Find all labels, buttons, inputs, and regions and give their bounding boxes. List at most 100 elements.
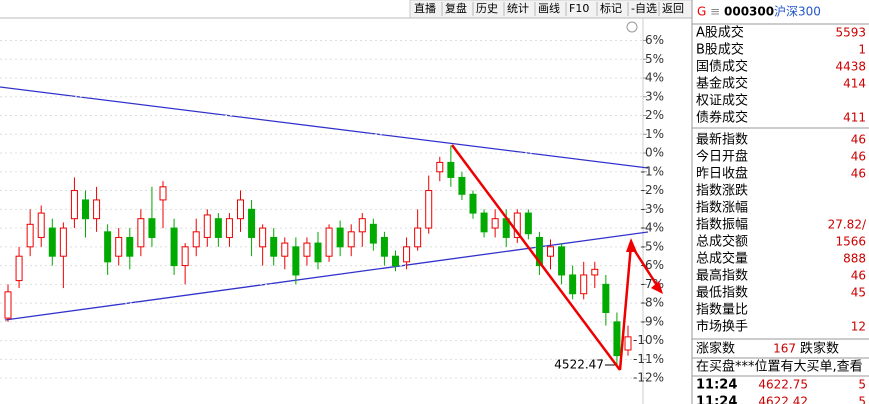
toolbar-button[interactable]: 历史 [476, 2, 498, 15]
field-label: 最低指数 [696, 286, 748, 301]
toolbar-button[interactable]: 画线 [538, 1, 560, 15]
candle-body [347, 231, 355, 248]
field-label: 市场换手 [696, 319, 748, 335]
candle-body [37, 212, 45, 238]
stock-name: 沪深300 [774, 5, 821, 19]
field-label: 指数涨跌 [696, 183, 748, 199]
candle-body [192, 231, 200, 248]
toolbar-button[interactable]: F10 [569, 2, 589, 15]
candle-body [480, 212, 488, 233]
candle-body [414, 227, 422, 248]
y-tick-label: 5% [645, 52, 664, 66]
field-value: 12 [851, 320, 866, 334]
field-value: 46 [851, 133, 866, 147]
field-label: 债券成交 [696, 110, 748, 126]
field-value: 4438 [835, 60, 866, 74]
notice[interactable]: 在买盘***位置有大买单,查看 [696, 359, 863, 375]
y-tick-label: -5% [641, 239, 664, 253]
candle-body [380, 236, 388, 257]
candle-body [558, 246, 566, 276]
field-label: 指数涨幅 [696, 201, 748, 216]
candle-body [59, 227, 67, 257]
field-label: A股成交 [696, 25, 744, 41]
candle-body [237, 199, 244, 220]
candle-body [170, 227, 178, 267]
candle-body [115, 236, 123, 257]
candle-body [82, 199, 89, 220]
candle-body [613, 321, 621, 357]
arrow-head [626, 238, 637, 252]
field-label: 今日开盘 [696, 149, 748, 165]
menu-icon[interactable]: ≡ [710, 5, 720, 19]
y-tick-label: -11% [633, 352, 664, 366]
toolbar-button[interactable]: 标记 [600, 1, 622, 15]
y-tick-label: -10% [633, 333, 664, 347]
field-label: 基金成交 [696, 76, 748, 92]
toolbar-button[interactable]: 直播 [414, 1, 436, 15]
prefix: G [697, 5, 706, 19]
y-tick-label: -4% [641, 221, 664, 235]
candle-body [93, 199, 101, 220]
candle-body [270, 236, 278, 257]
candle-body [392, 255, 399, 267]
candle-body [314, 242, 322, 263]
candle-body [4, 291, 12, 319]
toolbar-button[interactable]: 返回 [662, 2, 684, 15]
tick-price: 4622.75 [758, 378, 808, 392]
tick-time: 11:24 [696, 378, 737, 393]
field-value: 45 [851, 286, 866, 300]
stock-code: 000300 [724, 5, 774, 19]
candle-body [104, 231, 112, 263]
candle-body [15, 255, 23, 282]
arrow-head [651, 281, 663, 294]
field-value: 27.82/ [828, 218, 867, 232]
toolbar-button[interactable]: 复盘 [445, 1, 467, 15]
y-tick-label: 4% [645, 71, 664, 85]
field-value: 46 [851, 167, 866, 181]
arrows [450, 144, 663, 371]
candle-body [26, 223, 34, 248]
tick-price: 4622.42 [758, 395, 808, 404]
field-label: 权证成交 [696, 93, 748, 109]
quote-panel: G ≡ 000300 沪深300 A股成交 5593 B股成交 1 国债成交 4438 基金… [692, 5, 869, 404]
candle-body [303, 242, 311, 257]
candle-body [580, 274, 588, 295]
candle-body [547, 246, 554, 257]
candle-body [447, 161, 455, 178]
chart: 6%5%4%3%2%1%0%-1%-2%-3%-4%-5%-6%-7%-8%-9… [0, 33, 664, 385]
field-value: 1566 [835, 235, 866, 249]
trend-line [0, 86, 649, 169]
candle-body [137, 218, 145, 248]
y-tick-label: -9% [641, 314, 664, 328]
y-tick-label: 1% [645, 127, 664, 141]
candle-body [70, 190, 78, 220]
toolbar-button[interactable]: -自选 [631, 2, 657, 15]
low-label: 4522.47 [554, 357, 604, 371]
candle-body [524, 212, 532, 235]
y-tick-label: 3% [645, 89, 664, 103]
y-tick-label: 2% [645, 108, 664, 122]
field-value: 46 [851, 150, 866, 164]
candle-body [491, 218, 499, 229]
arrow-line [450, 144, 622, 371]
candle-body [281, 242, 289, 257]
candle-body [325, 227, 333, 257]
field-label: 昨日收盘 [696, 166, 748, 182]
y-tick-label: -8% [641, 296, 664, 310]
candle-body [336, 227, 344, 248]
field-value: 46 [851, 269, 866, 283]
settings-icon[interactable] [626, 21, 638, 33]
candle-body [624, 336, 632, 351]
toolbar-button[interactable]: 统计 [507, 2, 529, 15]
y-tick-label: -3% [641, 202, 664, 216]
candle-body [569, 274, 577, 295]
candle-body [126, 236, 134, 257]
field-label: 总成交额 [696, 234, 748, 250]
candle-body [403, 246, 411, 263]
field-label: 最新指数 [696, 132, 748, 148]
candle-body [591, 268, 599, 276]
candle-body [369, 223, 377, 244]
